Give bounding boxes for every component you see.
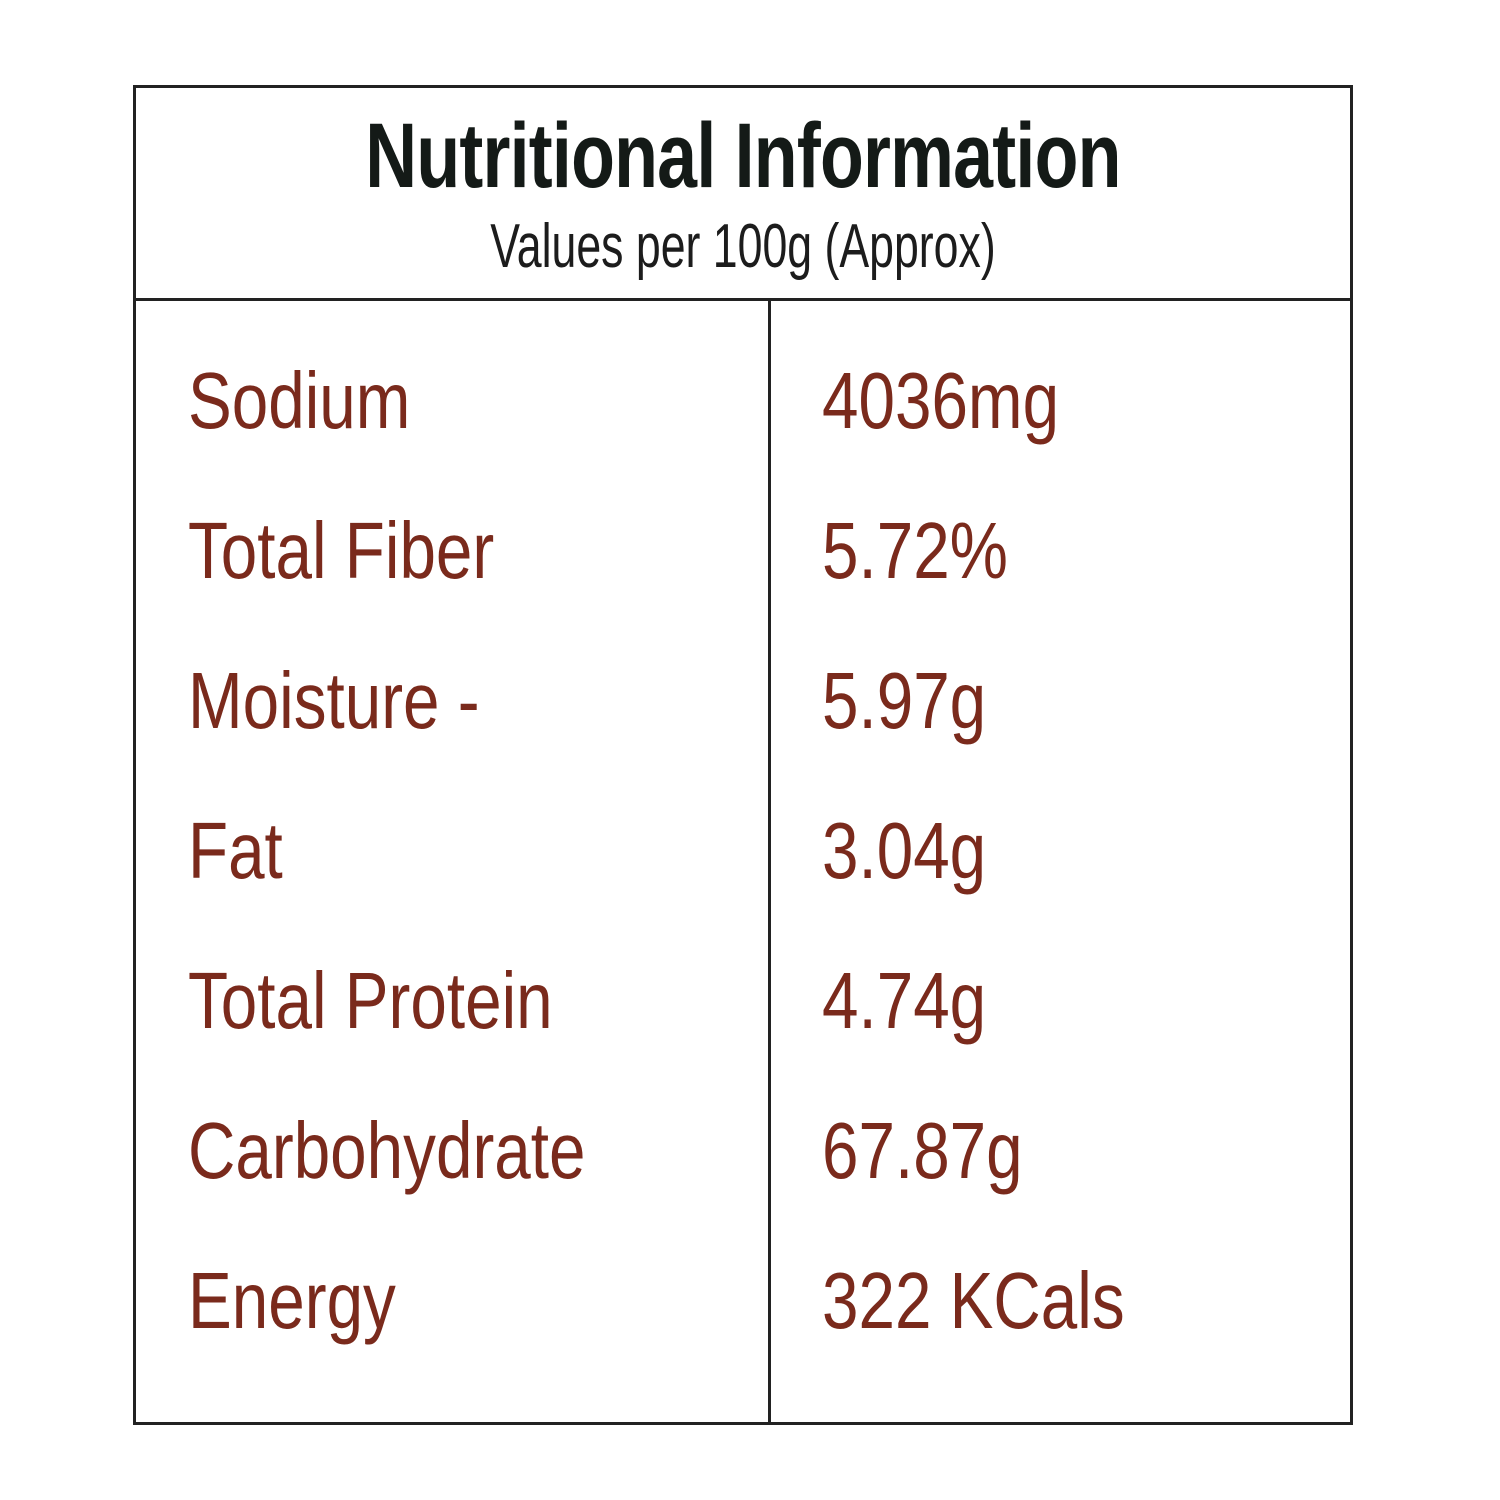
nutrient-value: 67.87g: [822, 1106, 1023, 1195]
nutrient-value: 5.97g: [822, 656, 987, 745]
column-divider: [768, 301, 771, 1425]
nutrient-row-fat: Fat 3.04g: [136, 801, 1350, 951]
nutrient-value: 322 KCals: [822, 1256, 1125, 1345]
nutrient-value: 4036mg: [822, 356, 1060, 445]
panel-title: Nutritional Information: [365, 105, 1121, 207]
nutrient-label: Sodium: [188, 356, 411, 445]
nutrient-label: Energy: [188, 1256, 396, 1345]
nutrition-panel: Nutritional Information Values per 100g …: [133, 85, 1353, 1425]
nutrient-label: Fat: [188, 806, 283, 895]
nutrient-value: 5.72%: [822, 506, 1009, 595]
panel-subtitle: Values per 100g (Approx): [490, 212, 996, 281]
nutrient-row-energy: Energy 322 KCals: [136, 1251, 1350, 1401]
nutrient-value: 3.04g: [822, 806, 987, 895]
nutrient-label: Moisture -: [188, 656, 480, 745]
nutrient-label: Carbohydrate: [188, 1106, 586, 1195]
nutrient-row-total-protein: Total Protein 4.74g: [136, 951, 1350, 1101]
nutrient-label: Total Fiber: [188, 506, 495, 595]
nutrient-label: Total Protein: [188, 956, 553, 1045]
nutrient-row-sodium: Sodium 4036mg: [136, 351, 1350, 501]
panel-header: Nutritional Information Values per 100g …: [136, 88, 1350, 301]
nutrient-value: 4.74g: [822, 956, 987, 1045]
nutrient-row-moisture: Moisture - 5.97g: [136, 651, 1350, 801]
nutrient-row-carbohydrate: Carbohydrate 67.87g: [136, 1101, 1350, 1251]
nutrient-row-total-fiber: Total Fiber 5.72%: [136, 501, 1350, 651]
